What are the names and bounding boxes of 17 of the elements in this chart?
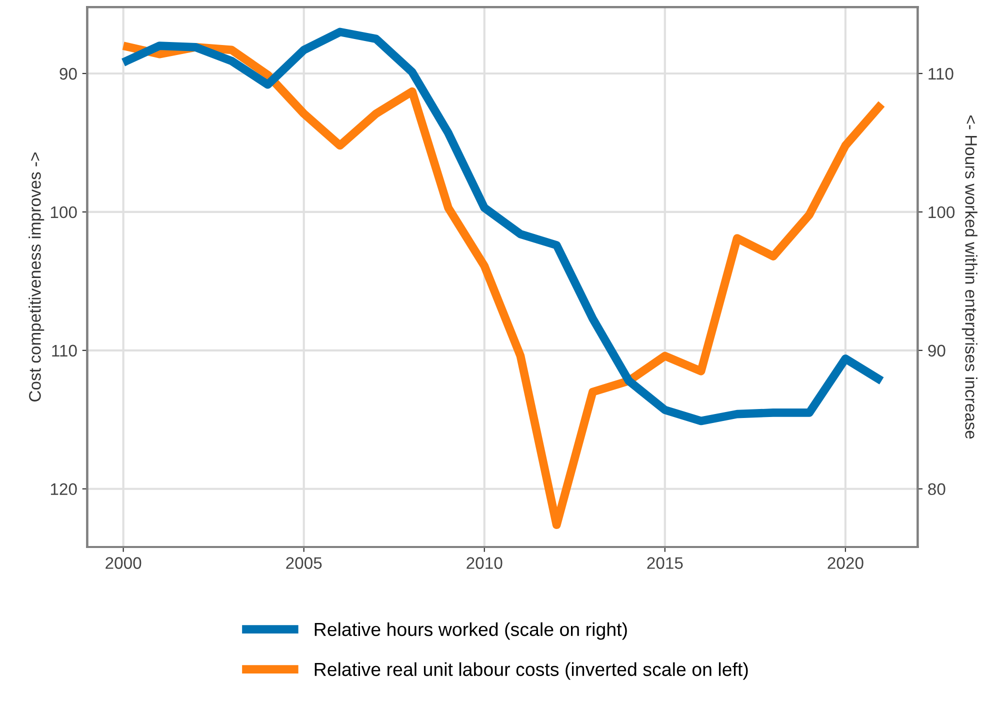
- x-tick-label: 2015: [647, 557, 683, 569]
- y2-axis-title: <- Hours worked within enterprises increase: [962, 116, 978, 439]
- x-tick-label: 2005: [286, 557, 322, 569]
- y-tick-label: 90: [60, 68, 77, 80]
- y2-tick-label: 100: [928, 206, 955, 218]
- y-tick-label: 120: [50, 483, 77, 496]
- y-tick-label: 100: [50, 206, 77, 218]
- x-tick-label: 2020: [828, 557, 864, 569]
- y-axis-title: Cost competitiveness improves ->: [28, 152, 44, 402]
- y-tick-label: 110: [52, 344, 77, 357]
- y2-tick-label: 90: [928, 344, 946, 357]
- x-tick-label: 2010: [466, 557, 502, 569]
- legend-label: Relative hours worked (scale on right): [314, 622, 627, 640]
- x-tick-label: 2000: [106, 557, 142, 569]
- y2-tick-label: 110: [928, 68, 954, 80]
- y2-tick-label: 80: [928, 483, 946, 496]
- legend-label: Relative real unit labour costs (inverted scale on left): [314, 662, 748, 680]
